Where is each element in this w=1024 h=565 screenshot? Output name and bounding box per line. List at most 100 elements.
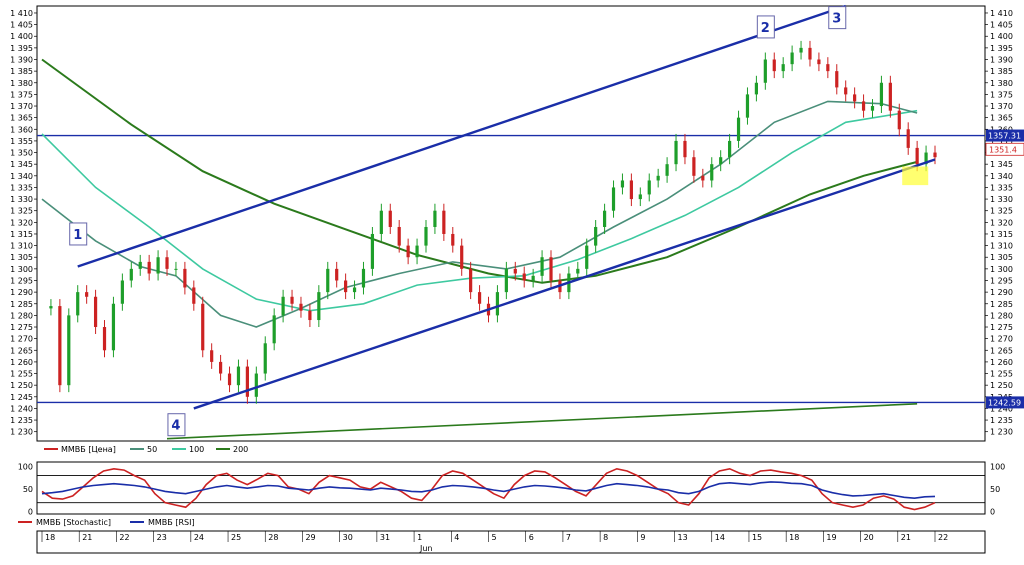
- candle-body: [629, 180, 633, 200]
- candle-body: [352, 287, 357, 293]
- candle-body: [147, 261, 151, 274]
- time-tick-label: 29: [305, 533, 315, 542]
- time-tick-label: 20: [864, 533, 874, 542]
- candle-body: [817, 59, 821, 65]
- y-tick-label-right: 1 250: [990, 381, 1013, 390]
- annotation-box-1: [69, 222, 88, 246]
- time-tick-label: 19: [826, 533, 836, 542]
- y-tick-label-left: 1 385: [10, 67, 33, 76]
- y-tick-label-right: 1 275: [990, 323, 1013, 332]
- candle-body: [477, 292, 482, 304]
- y-tick-label-right: 1 345: [990, 160, 1013, 169]
- osc-legend-label: ММВБ [RSI]: [148, 518, 195, 527]
- candle-body: [504, 268, 508, 293]
- price-tag-lower-bg: [986, 396, 1024, 409]
- y-tick-label-left: 1 310: [10, 242, 33, 251]
- stochastic-line: [41, 467, 936, 511]
- candle-body: [165, 257, 169, 269]
- candle-body: [397, 226, 401, 246]
- y-tick-label-left: 1 315: [10, 230, 33, 239]
- candle-body: [388, 210, 392, 227]
- candle-body: [638, 194, 642, 200]
- osc-y-tick-left: 100: [18, 463, 33, 472]
- y-tick-label-right: 1 295: [990, 276, 1013, 285]
- candle-body: [719, 157, 723, 165]
- y-tick-label-left: 1 350: [10, 149, 33, 158]
- candle-body: [513, 268, 517, 274]
- y-tick-label-left: 1 305: [10, 253, 33, 262]
- candle-body: [531, 275, 535, 281]
- candle-body: [290, 296, 294, 304]
- y-tick-label-left: 1 320: [10, 218, 33, 227]
- y-tick-label-right: 1 395: [990, 44, 1013, 53]
- candle-body: [826, 64, 830, 72]
- candle-body: [808, 47, 812, 60]
- time-tick-label: 30: [343, 533, 353, 542]
- annotation-label-2: 2: [761, 21, 770, 36]
- osc-y-tick-right: 0: [990, 508, 995, 517]
- candle-body: [120, 280, 124, 304]
- time-tick-label: 31: [380, 533, 390, 542]
- candle-body: [138, 261, 142, 269]
- candle-body: [799, 47, 803, 53]
- candle-body: [888, 82, 892, 111]
- time-tick-label: 5: [492, 533, 497, 542]
- candle-body: [790, 52, 794, 65]
- y-tick-label-left: 1 355: [10, 137, 33, 146]
- y-tick-label-right: 1 365: [990, 114, 1013, 123]
- y-tick-label-left: 1 270: [10, 335, 33, 344]
- candle-body: [245, 366, 249, 397]
- time-tick-label: 21: [82, 533, 92, 542]
- candle-body: [540, 257, 544, 276]
- candle-body: [326, 268, 330, 293]
- candle-body: [915, 147, 919, 165]
- y-tick-label-right: 1 280: [990, 311, 1013, 320]
- candle-body: [870, 106, 875, 111]
- candle-body: [308, 310, 312, 321]
- candle-body: [67, 315, 71, 386]
- y-tick-label-left: 1 360: [10, 125, 33, 134]
- candle-body: [611, 187, 616, 211]
- time-tick-label: 22: [119, 533, 129, 542]
- osc-y-tick-left: 0: [28, 508, 33, 517]
- y-tick-label-left: 1 260: [10, 358, 33, 367]
- candle-body: [49, 306, 53, 309]
- y-tick-label-right: 1 305: [990, 253, 1013, 262]
- y-tick-label-left: 1 230: [10, 428, 33, 437]
- candle-body: [317, 292, 321, 321]
- time-tick-label: 15: [752, 533, 762, 542]
- candle-body: [379, 210, 383, 234]
- time-tick-label: 9: [640, 533, 645, 542]
- candle-body: [576, 268, 580, 274]
- time-tick-label: 24: [194, 533, 204, 542]
- candle-body: [406, 245, 410, 258]
- y-tick-label-right: 1 285: [990, 300, 1013, 309]
- candle-body: [58, 306, 62, 386]
- channel-upper-line: [77, 4, 847, 268]
- candle-body: [665, 164, 669, 176]
- candle-body: [772, 59, 776, 72]
- osc-y-tick-right: 100: [990, 463, 1005, 472]
- candle-body: [227, 373, 232, 386]
- candle-body: [272, 315, 276, 344]
- candle-body: [451, 233, 455, 246]
- candle-body: [602, 210, 607, 227]
- candle-body: [781, 64, 785, 72]
- candle-body: [93, 296, 98, 328]
- candle-body: [549, 257, 553, 281]
- candle-body: [853, 94, 857, 102]
- y-tick-label-right: 1 340: [990, 172, 1013, 181]
- candle-body: [111, 303, 116, 351]
- y-tick-label-left: 1 410: [10, 9, 33, 18]
- y-tick-label-right: 1 410: [990, 9, 1013, 18]
- y-tick-label-right: 1 325: [990, 207, 1013, 216]
- candle-body: [210, 350, 214, 362]
- y-tick-label-right: 1 240: [990, 404, 1013, 413]
- y-tick-label-left: 1 255: [10, 370, 33, 379]
- y-tick-label-right: 1 370: [990, 102, 1013, 111]
- candle-body: [85, 292, 89, 297]
- annotation-box-2: [756, 15, 775, 39]
- osc-legend-label: ММВБ [Stochastic]: [36, 518, 111, 527]
- y-tick-label-left: 1 395: [10, 44, 33, 53]
- annotation-label-3: 3: [832, 12, 841, 27]
